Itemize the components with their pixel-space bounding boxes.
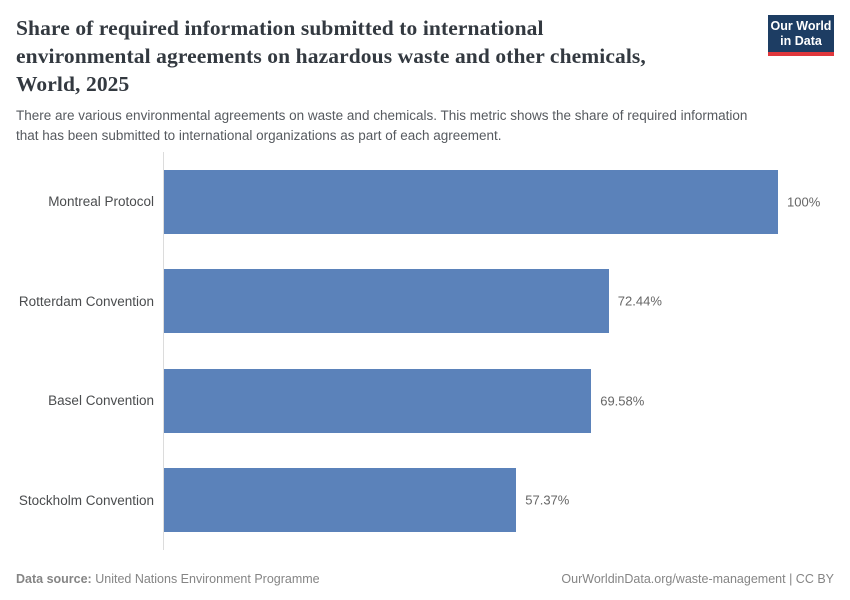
title-block: Share of required information submitted … [16, 14, 752, 145]
y-axis-line [163, 152, 164, 550]
bar-row: Montreal Protocol 100% [16, 152, 834, 252]
category-label: Rotterdam Convention [18, 293, 154, 309]
bar-basel-convention[interactable] [164, 368, 592, 433]
value-label: 100% [787, 194, 821, 210]
chart-subtitle: There are various environmental agreemen… [16, 106, 752, 145]
owid-logo[interactable]: Our World in Data [768, 15, 834, 56]
bar-zone: 57.37% [163, 468, 834, 533]
bar-stockholm-convention[interactable] [164, 468, 517, 533]
chart-title-line: World, 2025 [16, 72, 130, 96]
category-label: Stockholm Convention [18, 492, 154, 508]
value-label: 57.37% [525, 492, 570, 508]
chart-subtitle-line: that has been submitted to international… [16, 127, 502, 143]
data-source-label: Data source: [16, 572, 92, 586]
chart-title-line: Share of required information submitted … [16, 16, 544, 40]
chart-header: Share of required information submitted … [16, 14, 834, 145]
chart-subtitle-line: There are various environmental agreemen… [16, 108, 748, 123]
bar-rotterdam-convention[interactable] [164, 269, 609, 334]
value-label: 72.44% [617, 293, 662, 309]
owid-logo-text: Our World in Data [768, 15, 834, 52]
value-label: 69.58% [600, 393, 645, 409]
owid-url-link[interactable]: OurWorldinData.org/waste-management [561, 572, 786, 586]
bar-chart: Montreal Protocol 100% Rotterdam Convent… [16, 152, 834, 550]
bar-montreal-protocol[interactable] [164, 169, 778, 234]
bar-zone: 72.44% [163, 269, 834, 334]
bar-zone: 100% [163, 169, 834, 234]
owid-logo-line1: Our World [770, 19, 832, 33]
category-label: Montreal Protocol [48, 194, 154, 210]
data-source: Data source: United Nations Environment … [16, 572, 320, 586]
owid-logo-line2: in Data [780, 34, 822, 48]
category-label: Basel Convention [48, 393, 154, 409]
bar-row: Stockholm Convention 57.37% [16, 451, 834, 551]
credits: OurWorldinData.org/waste-management | CC… [561, 572, 834, 586]
bar-row: Basel Convention 69.58% [16, 351, 834, 451]
chart-title: Share of required information submitted … [16, 14, 752, 98]
owid-logo-accent-bar [768, 52, 834, 56]
chart-title-line: environmental agreements on hazardous wa… [16, 44, 646, 68]
license-text: | CC BY [785, 572, 834, 586]
bar-row: Rotterdam Convention 72.44% [16, 252, 834, 352]
bar-zone: 69.58% [163, 368, 834, 433]
data-source-value: United Nations Environment Programme [95, 572, 320, 586]
chart-footer: Data source: United Nations Environment … [16, 572, 834, 586]
